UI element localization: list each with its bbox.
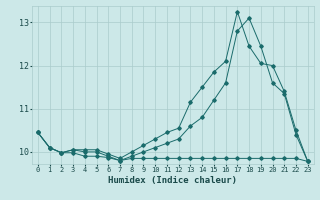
X-axis label: Humidex (Indice chaleur): Humidex (Indice chaleur) [108,176,237,185]
